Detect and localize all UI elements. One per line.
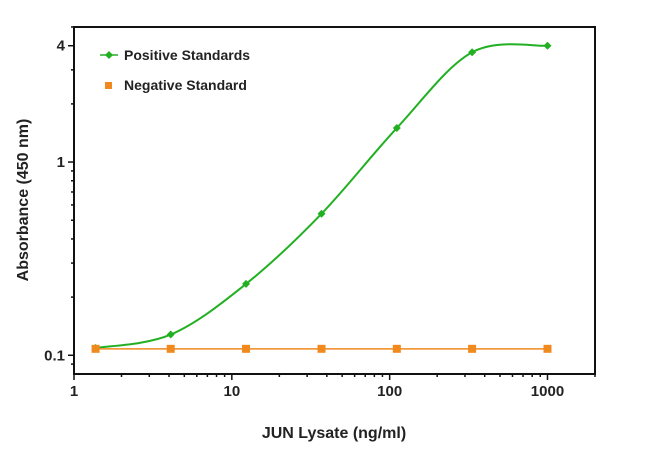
data-point-negative (392, 344, 401, 353)
data-point-negative (166, 344, 175, 353)
x-tick-label: 10 (223, 383, 240, 400)
data-point-negative (242, 344, 251, 353)
y-tick-label: 0.1 (44, 347, 65, 364)
data-point-positive (317, 209, 326, 218)
data-point-positive (166, 330, 175, 339)
x-tick-label: 1000 (531, 383, 564, 400)
data-point-negative (543, 344, 552, 353)
x-axis-label: JUN Lysate (ng/ml) (262, 425, 406, 442)
data-point-positive (468, 48, 477, 57)
data-point-negative (468, 344, 477, 353)
legend-item-positive: Positive Standards (100, 47, 250, 63)
legend-marker-positive (105, 51, 113, 59)
legend-marker-negative (105, 82, 112, 89)
y-axis-label: Absorbance (450 nm) (15, 119, 32, 282)
data-point-positive (543, 41, 552, 50)
legend-item-negative: Negative Standard (105, 77, 247, 93)
axes-frame (73, 26, 596, 375)
legend-label-negative: Negative Standard (124, 77, 247, 93)
y-tick-label: 1 (57, 154, 65, 171)
data-point-positive (242, 279, 251, 288)
ticks: 1 10 100 1000 0.1 1 4 (44, 26, 596, 400)
legend-label-positive: Positive Standards (124, 47, 250, 63)
legend: Positive Standards Negative Standard (100, 47, 250, 93)
y-tick-label: 4 (57, 38, 66, 55)
x-tick-label: 1 (70, 383, 78, 400)
data-point-negative (91, 344, 100, 353)
data-point-negative (317, 344, 326, 353)
plot-area (91, 41, 552, 353)
data-point-positive (392, 124, 401, 133)
x-tick-label: 100 (377, 383, 402, 400)
